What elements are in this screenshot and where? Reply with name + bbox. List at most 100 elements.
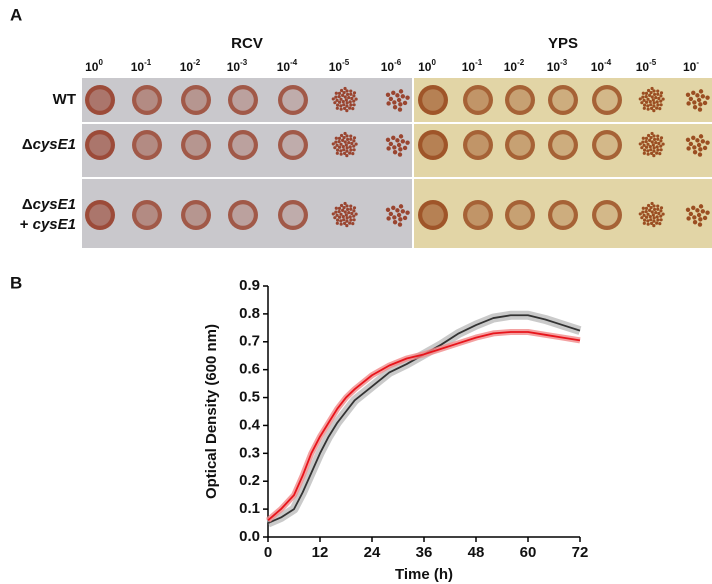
row-label: + cysE1	[20, 216, 76, 233]
y-tick-label: 0.3	[239, 444, 260, 461]
dilution-exponent: 0	[431, 58, 436, 67]
colony	[345, 204, 349, 208]
colony	[395, 93, 400, 98]
colony	[643, 148, 647, 152]
colony	[337, 145, 342, 149]
dilution-base: 10	[277, 60, 291, 74]
colony	[339, 107, 343, 111]
colony	[659, 99, 663, 103]
colony	[640, 101, 644, 105]
colony	[349, 89, 353, 93]
colony	[656, 204, 660, 208]
colony	[345, 134, 349, 138]
y-tick-label: 0.7	[239, 333, 260, 350]
spot	[132, 85, 162, 115]
colony	[341, 208, 345, 212]
colony	[343, 221, 347, 225]
colony	[336, 148, 340, 152]
colony	[655, 215, 659, 219]
colony	[343, 151, 347, 155]
dilution-base: 10	[636, 60, 650, 74]
colony	[347, 211, 351, 215]
colony	[343, 140, 347, 144]
colony	[342, 205, 346, 210]
colony	[398, 147, 403, 152]
spot-center	[552, 134, 574, 156]
spot	[463, 130, 493, 160]
colony	[698, 102, 703, 107]
dilution-base: 10	[591, 60, 605, 74]
colony	[339, 149, 343, 153]
colony	[337, 95, 341, 99]
spot-center	[89, 89, 111, 111]
colony	[346, 137, 350, 142]
colony	[391, 135, 396, 141]
colony	[705, 95, 710, 100]
colony	[341, 99, 345, 104]
colony	[352, 136, 357, 140]
colony	[654, 96, 658, 100]
colony	[345, 219, 349, 223]
colony	[337, 136, 342, 141]
colony	[641, 140, 645, 144]
colony	[650, 201, 654, 206]
x-tick-label: 36	[416, 544, 433, 561]
spot-center	[185, 134, 207, 156]
colony	[661, 142, 665, 146]
colony	[348, 145, 352, 149]
colony	[657, 96, 661, 101]
colony	[334, 140, 338, 144]
colony	[659, 218, 663, 222]
colony	[656, 89, 660, 93]
colony	[695, 138, 700, 143]
colony	[656, 103, 660, 107]
colony	[339, 152, 343, 156]
colony	[347, 141, 351, 145]
dilution-base: 10	[85, 60, 99, 74]
colony	[705, 210, 710, 215]
colony	[641, 136, 645, 140]
colony	[698, 134, 704, 139]
colony	[644, 95, 648, 99]
colony	[334, 210, 338, 214]
colony	[342, 148, 346, 152]
colony	[659, 148, 663, 152]
colony	[638, 142, 642, 146]
colony	[652, 101, 656, 105]
colony	[385, 137, 391, 142]
colony	[659, 103, 663, 107]
colony	[651, 213, 655, 217]
colony	[339, 104, 343, 108]
dilution-label: 10-1	[462, 58, 483, 74]
colony	[398, 89, 404, 94]
dilution-base: 10	[418, 60, 432, 74]
colony	[391, 205, 396, 211]
colony	[333, 146, 337, 150]
colony	[385, 92, 391, 97]
spot-center	[232, 89, 254, 111]
colony	[695, 208, 700, 213]
colony	[656, 137, 660, 141]
colony	[344, 98, 348, 102]
colony	[638, 212, 642, 216]
colony	[652, 216, 656, 220]
colony	[346, 92, 350, 97]
colony	[352, 214, 356, 218]
colony	[352, 94, 356, 98]
colony	[656, 207, 660, 211]
spot-center	[552, 89, 574, 111]
colony	[646, 104, 650, 108]
colony	[342, 135, 346, 140]
colony	[698, 147, 703, 152]
colony	[650, 86, 654, 91]
colony	[345, 89, 349, 93]
colony	[644, 145, 649, 149]
colony	[344, 213, 348, 217]
spot-center	[467, 134, 489, 156]
dilution-base: 10	[381, 60, 395, 74]
spot	[418, 85, 448, 115]
colony	[658, 222, 662, 226]
colony	[349, 92, 353, 96]
colony	[649, 148, 653, 152]
dilution-exponent: 0	[98, 58, 103, 67]
